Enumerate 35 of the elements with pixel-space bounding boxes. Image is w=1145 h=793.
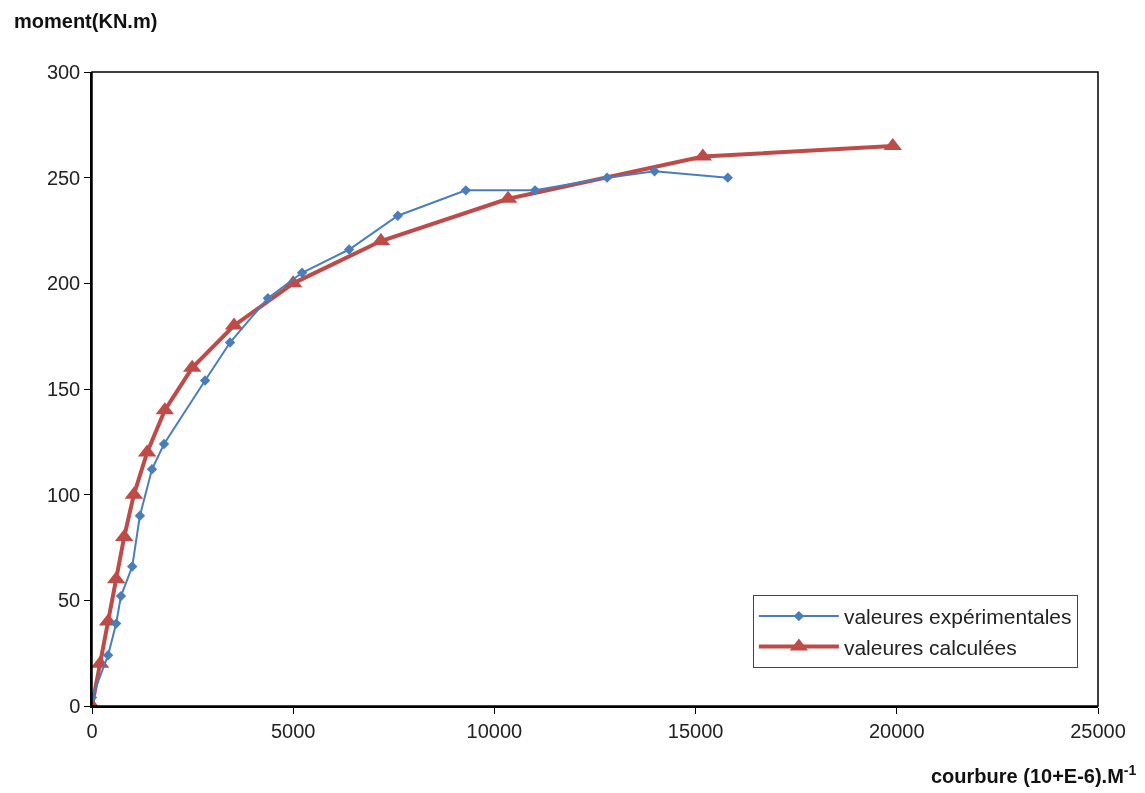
x-tick-label: 10000	[466, 719, 523, 742]
point	[722, 172, 733, 183]
x-tick-label: 20000	[868, 719, 925, 742]
y-tick-label: 50	[58, 589, 81, 612]
x-tick-label: 15000	[667, 719, 724, 742]
point	[127, 561, 138, 572]
x-tick-label: 0	[86, 719, 98, 742]
y-tick-label: 300	[46, 61, 81, 83]
x-axis-title: courbure (10+E-6).M$^{-1}$	[931, 762, 1137, 788]
y-tick-label: 200	[46, 272, 81, 295]
point	[224, 337, 236, 348]
y-axis-title: moment(KN.m)	[14, 10, 158, 32]
point	[102, 650, 114, 661]
x-tick-label: 25000	[1070, 719, 1126, 742]
point	[158, 438, 170, 450]
point	[460, 185, 472, 196]
point	[343, 244, 355, 255]
point	[649, 166, 660, 177]
point	[392, 210, 404, 221]
y-tick-label: 150	[46, 378, 81, 400]
point	[134, 510, 146, 521]
point	[146, 464, 158, 475]
point	[262, 292, 274, 304]
legend-label: valeures expérimentales	[843, 605, 1072, 629]
point	[199, 375, 211, 386]
y-tick-label: 0	[69, 695, 81, 717]
legend-label: valeures calculées	[843, 635, 1017, 659]
y-tick-label: 100	[46, 483, 81, 506]
point	[296, 267, 308, 278]
point	[115, 590, 127, 602]
x-tick-label: 5000	[270, 719, 316, 742]
y-tick-label: 250	[46, 166, 81, 189]
point	[529, 185, 541, 196]
point	[110, 618, 122, 629]
point	[601, 172, 613, 183]
